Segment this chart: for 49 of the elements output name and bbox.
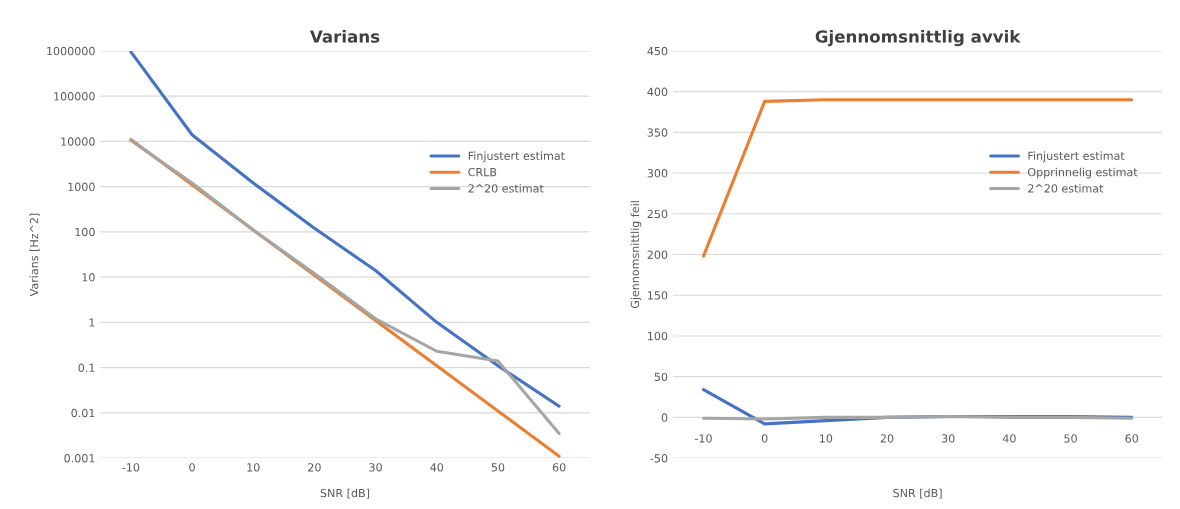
- y-tick-label: 1000: [68, 182, 95, 192]
- legend-label: Opprinnelig estimat: [1028, 167, 1138, 179]
- x-tick-label: 50: [491, 463, 505, 472]
- y-tick-label: 300: [647, 169, 668, 178]
- y-tick-label: 100: [648, 331, 668, 341]
- y-tick-label: 10: [82, 273, 95, 282]
- y-tick-label: 1000000: [47, 46, 95, 56]
- chart-title: Gjennomsnittlig avvik: [815, 29, 1021, 47]
- y-tick-label: 10000: [61, 137, 95, 146]
- x-tick-label: 30: [941, 434, 955, 443]
- y-tick-label: 0.01: [71, 408, 95, 418]
- y-tick-label: 1: [89, 318, 95, 327]
- x-tick-label: 10: [247, 463, 260, 472]
- x-tick-label: 0: [761, 434, 768, 443]
- y-tick-label: 250: [647, 209, 668, 219]
- y-tick-label: -50: [650, 454, 668, 463]
- legend-label: CRLB: [468, 167, 497, 177]
- legend-label: 2^20 estimat: [468, 183, 544, 193]
- y-tick-label: 100000: [54, 92, 95, 101]
- x-tick-label: -10: [694, 434, 712, 443]
- x-tick-label: 10: [819, 434, 833, 443]
- x-tick-label: -10: [122, 463, 140, 472]
- y-tick-label: 0.1: [78, 363, 95, 372]
- legend-label: Finjustert estimat: [1028, 151, 1125, 163]
- x-tick-label: 40: [1002, 434, 1016, 443]
- x-axis-title: SNR [dB]: [893, 488, 942, 499]
- y-tick-label: 450: [647, 46, 668, 56]
- y-axis-title: Gjennomsnittlig feil: [630, 201, 642, 309]
- legend-label: 2^20 estimat: [1028, 183, 1104, 193]
- x-tick-label: 20: [880, 434, 894, 443]
- chart-title: Varians: [309, 29, 380, 43]
- x-tick-label: 20: [308, 463, 321, 472]
- y-tick-label: 400: [647, 87, 668, 96]
- y-tick-label: 150: [648, 291, 668, 300]
- y-tick-label: 50: [654, 372, 668, 382]
- x-tick-label: 0: [189, 463, 195, 472]
- y-axis-title: Varians [Hz^2]: [29, 213, 40, 297]
- x-tick-label: 30: [369, 463, 382, 472]
- x-tick-label: 50: [1064, 434, 1077, 443]
- y-tick-label: 0.001: [64, 454, 95, 463]
- legend-label: Finjustert estimat: [468, 151, 565, 163]
- x-tick-label: 60: [552, 463, 566, 472]
- y-tick-label: 100: [75, 227, 95, 237]
- y-tick-label: 350: [647, 128, 668, 137]
- x-axis-title: SNR [dB]: [320, 488, 370, 499]
- x-tick-label: 60: [1125, 434, 1139, 443]
- y-tick-label: 200: [647, 250, 668, 259]
- x-tick-label: 40: [430, 463, 444, 472]
- y-tick-label: 0: [661, 413, 668, 422]
